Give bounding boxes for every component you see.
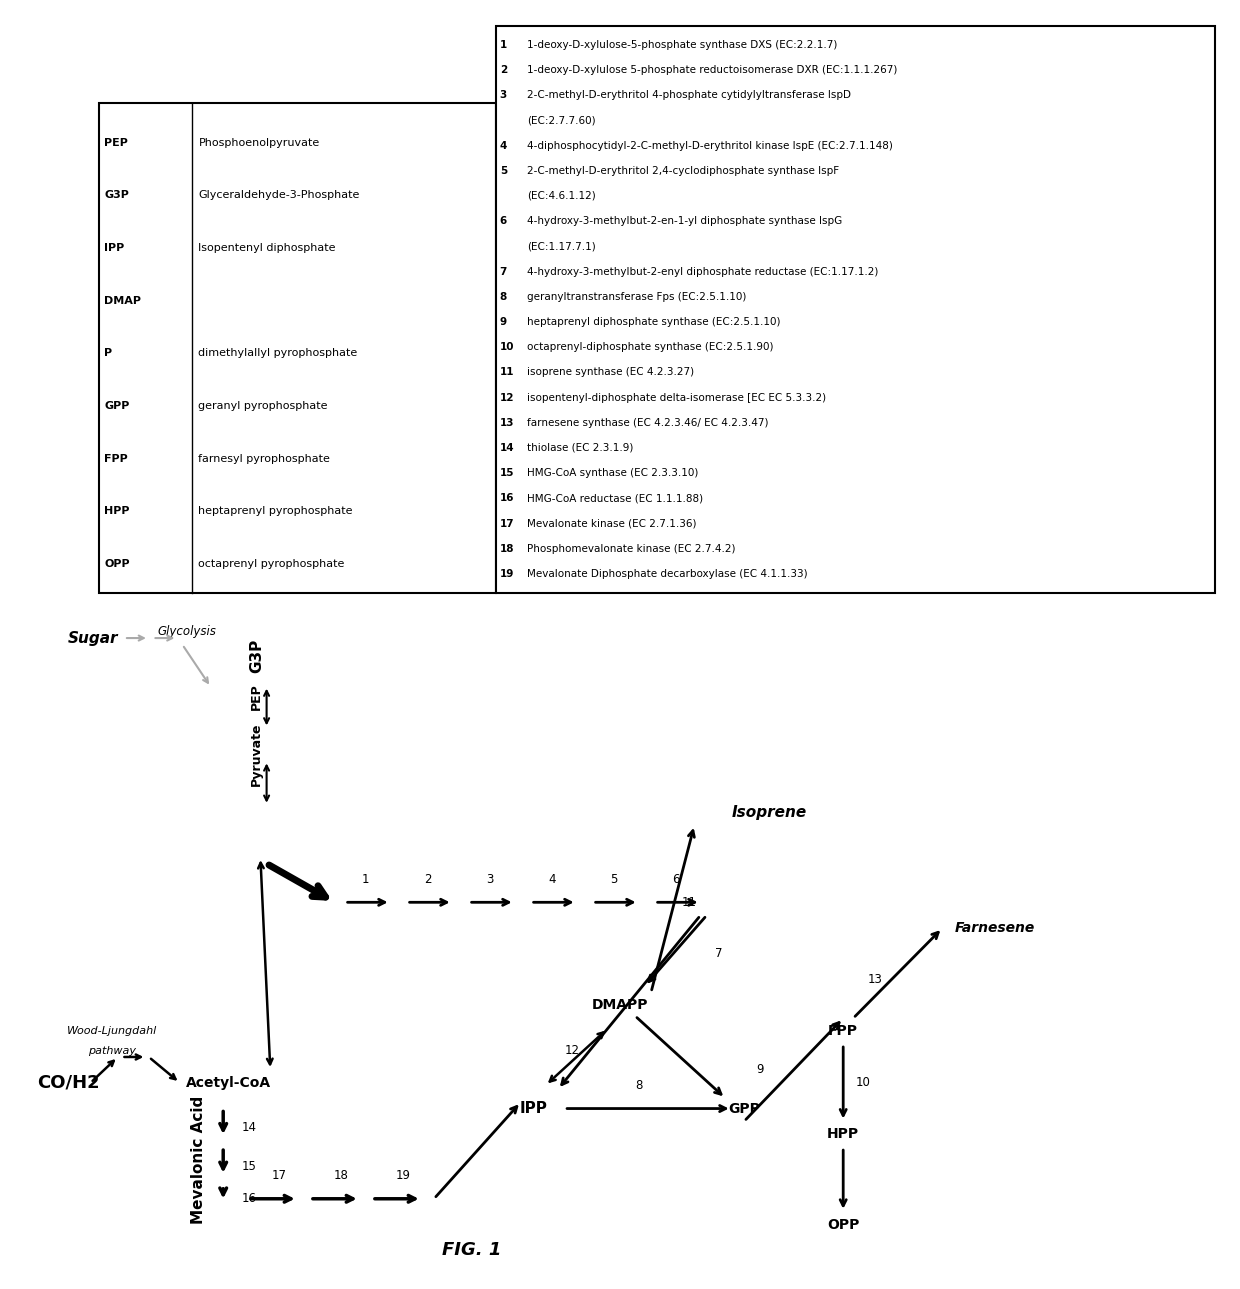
Text: FPP: FPP [828, 1025, 858, 1038]
Text: DMAP: DMAP [104, 295, 141, 305]
Text: 1-deoxy-D-xylulose 5-phosphate reductoisomerase DXR (EC:1.1.1.267): 1-deoxy-D-xylulose 5-phosphate reductois… [527, 64, 898, 75]
Text: 10: 10 [500, 342, 515, 352]
Text: 18: 18 [500, 544, 515, 554]
Text: HMG-CoA synthase (EC 2.3.3.10): HMG-CoA synthase (EC 2.3.3.10) [527, 468, 698, 478]
Text: 18: 18 [334, 1169, 348, 1182]
Text: 7: 7 [500, 267, 507, 277]
Text: DMAPP: DMAPP [591, 999, 649, 1012]
Text: 6: 6 [672, 873, 680, 886]
Text: 4: 4 [500, 141, 507, 151]
Text: 2: 2 [424, 873, 432, 886]
Text: Glyceraldehyde-3-Phosphate: Glyceraldehyde-3-Phosphate [198, 191, 360, 200]
Text: 19: 19 [396, 1169, 410, 1182]
Text: Pyruvate: Pyruvate [250, 723, 263, 786]
Text: OPP: OPP [104, 559, 130, 568]
Text: farnesyl pyrophosphate: farnesyl pyrophosphate [198, 454, 330, 464]
Text: IPP: IPP [104, 242, 124, 253]
Text: 4: 4 [548, 873, 556, 886]
Text: 13: 13 [500, 418, 515, 428]
Text: Mevalonic Acid: Mevalonic Acid [191, 1096, 206, 1225]
Text: 16: 16 [500, 494, 515, 504]
Text: octaprenyl pyrophosphate: octaprenyl pyrophosphate [198, 559, 345, 568]
Text: 3: 3 [500, 90, 507, 101]
Text: CO/H2: CO/H2 [37, 1074, 100, 1092]
Text: Isoprene: Isoprene [732, 804, 807, 820]
Text: PEP: PEP [104, 138, 128, 148]
Text: pathway: pathway [88, 1045, 135, 1056]
Text: 15: 15 [242, 1160, 257, 1173]
Text: Glycolysis: Glycolysis [157, 625, 216, 638]
Text: 15: 15 [500, 468, 515, 478]
Text: 12: 12 [564, 1044, 579, 1057]
Text: farnesene synthase (EC 4.2.3.46/ EC 4.2.3.47): farnesene synthase (EC 4.2.3.46/ EC 4.2.… [527, 418, 769, 428]
Text: (EC:1.17.7.1): (EC:1.17.7.1) [527, 241, 595, 251]
Text: Phosphomevalonate kinase (EC 2.7.4.2): Phosphomevalonate kinase (EC 2.7.4.2) [527, 544, 735, 554]
Text: Wood-Ljungdahl: Wood-Ljungdahl [67, 1026, 156, 1036]
Text: heptaprenyl diphosphate synthase (EC:2.5.1.10): heptaprenyl diphosphate synthase (EC:2.5… [527, 317, 780, 327]
Text: PEP: PEP [250, 683, 263, 710]
Text: P: P [104, 348, 113, 358]
Text: G3P: G3P [104, 191, 129, 200]
Text: 12: 12 [500, 393, 515, 402]
Text: HMG-CoA reductase (EC 1.1.1.88): HMG-CoA reductase (EC 1.1.1.88) [527, 494, 703, 504]
Text: Isopentenyl diphosphate: Isopentenyl diphosphate [198, 242, 336, 253]
Text: 10: 10 [856, 1076, 870, 1089]
Text: 1-deoxy-D-xylulose-5-phosphate synthase DXS (EC:2.2.1.7): 1-deoxy-D-xylulose-5-phosphate synthase … [527, 40, 837, 50]
Text: 8: 8 [500, 291, 507, 302]
Text: 11: 11 [500, 367, 515, 378]
Text: Sugar: Sugar [68, 630, 119, 646]
Text: 9: 9 [756, 1063, 764, 1076]
Text: (EC:2.7.7.60): (EC:2.7.7.60) [527, 115, 595, 125]
Text: OPP: OPP [827, 1218, 859, 1231]
Text: 1: 1 [362, 873, 370, 886]
Text: geranyl pyrophosphate: geranyl pyrophosphate [198, 401, 327, 411]
Text: 16: 16 [242, 1192, 257, 1205]
Text: 5: 5 [500, 166, 507, 175]
Text: 4-hydroxy-3-methylbut-2-enyl diphosphate reductase (EC:1.17.1.2): 4-hydroxy-3-methylbut-2-enyl diphosphate… [527, 267, 878, 277]
Text: 14: 14 [500, 443, 515, 452]
Text: IPP: IPP [520, 1101, 547, 1116]
Text: 2: 2 [500, 64, 507, 75]
Text: Acetyl-CoA: Acetyl-CoA [186, 1076, 272, 1089]
Text: 7: 7 [715, 947, 723, 960]
Text: 4-diphosphocytidyl-2-C-methyl-D-erythritol kinase IspE (EC:2.7.1.148): 4-diphosphocytidyl-2-C-methyl-D-erythrit… [527, 141, 893, 151]
Text: heptaprenyl pyrophosphate: heptaprenyl pyrophosphate [198, 507, 353, 517]
Text: octaprenyl-diphosphate synthase (EC:2.5.1.90): octaprenyl-diphosphate synthase (EC:2.5.… [527, 342, 774, 352]
FancyBboxPatch shape [99, 103, 496, 593]
Text: 19: 19 [500, 568, 515, 579]
Text: 17: 17 [500, 518, 515, 528]
Text: 11: 11 [682, 896, 697, 909]
Text: 3: 3 [486, 873, 494, 886]
Text: 13: 13 [868, 973, 883, 986]
Text: G3P: G3P [249, 638, 264, 673]
FancyBboxPatch shape [496, 26, 1215, 593]
Text: FIG. 1: FIG. 1 [441, 1241, 501, 1259]
Text: 1: 1 [500, 40, 507, 50]
Text: (EC:4.6.1.12): (EC:4.6.1.12) [527, 191, 595, 201]
Text: dimethylallyl pyrophosphate: dimethylallyl pyrophosphate [198, 348, 357, 358]
Text: 8: 8 [635, 1079, 642, 1092]
Text: 2-C-methyl-D-erythritol 2,4-cyclodiphosphate synthase IspF: 2-C-methyl-D-erythritol 2,4-cyclodiphosp… [527, 166, 839, 175]
Text: Farnesene: Farnesene [955, 922, 1035, 935]
Text: 4-hydroxy-3-methylbut-2-en-1-yl diphosphate synthase IspG: 4-hydroxy-3-methylbut-2-en-1-yl diphosph… [527, 217, 842, 226]
Text: HPP: HPP [104, 507, 130, 517]
Text: isoprene synthase (EC 4.2.3.27): isoprene synthase (EC 4.2.3.27) [527, 367, 694, 378]
Text: FPP: FPP [104, 454, 128, 464]
Text: Mevalonate Diphosphate decarboxylase (EC 4.1.1.33): Mevalonate Diphosphate decarboxylase (EC… [527, 568, 807, 579]
Text: 6: 6 [500, 217, 507, 226]
Text: 5: 5 [610, 873, 618, 886]
Text: GPP: GPP [728, 1102, 760, 1115]
Text: GPP: GPP [104, 401, 129, 411]
Text: 14: 14 [242, 1121, 257, 1134]
Text: 2-C-methyl-D-erythritol 4-phosphate cytidylyltransferase IspD: 2-C-methyl-D-erythritol 4-phosphate cyti… [527, 90, 851, 101]
Text: HPP: HPP [827, 1128, 859, 1141]
Text: geranyltranstransferase Fps (EC:2.5.1.10): geranyltranstransferase Fps (EC:2.5.1.10… [527, 291, 746, 302]
Text: isopentenyl-diphosphate delta-isomerase [EC EC 5.3.3.2): isopentenyl-diphosphate delta-isomerase … [527, 393, 826, 402]
Text: Phosphoenolpyruvate: Phosphoenolpyruvate [198, 138, 320, 148]
Text: thiolase (EC 2.3.1.9): thiolase (EC 2.3.1.9) [527, 443, 634, 452]
Text: 17: 17 [272, 1169, 286, 1182]
Text: Mevalonate kinase (EC 2.7.1.36): Mevalonate kinase (EC 2.7.1.36) [527, 518, 697, 528]
Text: 9: 9 [500, 317, 507, 327]
